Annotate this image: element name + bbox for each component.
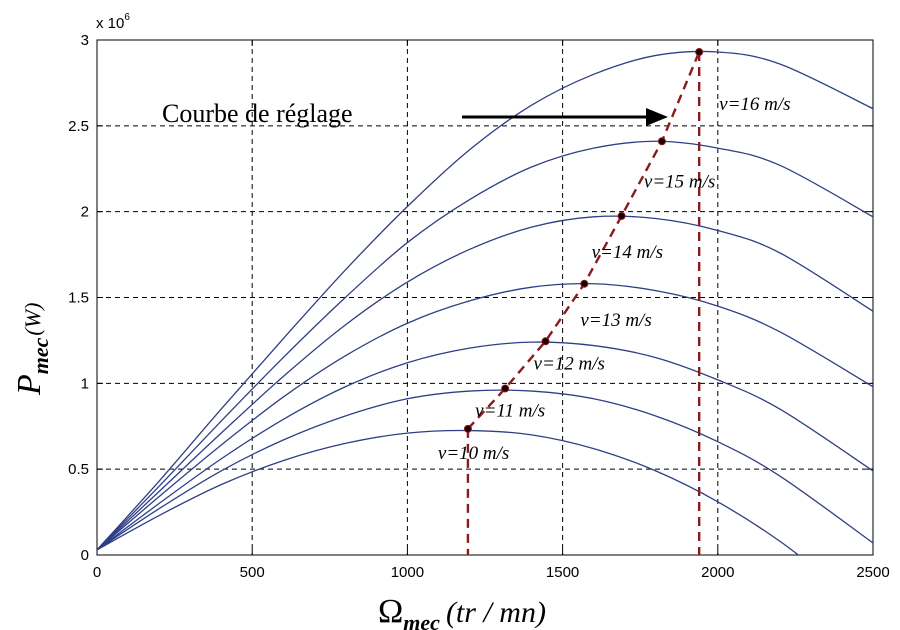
power-curve [97,215,873,551]
x-axis-label: Ωmec (tr / mn) [378,593,546,630]
optimal-point [695,48,704,57]
y-tick-label: 1.5 [68,290,89,307]
series-label: v=11 m/s [475,400,545,421]
y-multiplier-exp: 6 [124,12,130,23]
x-tick-label: 2500 [856,564,889,581]
grid-lines [96,39,874,556]
x-tick-label: 1500 [546,564,579,581]
series-label: v=16 m/s [719,94,790,115]
y-multiplier: x 106 [96,12,130,32]
optimal-point [580,279,589,288]
x-tick-label: 1000 [391,564,424,581]
power-curve [97,282,873,551]
y-tick-label: 3 [81,32,89,49]
annotation-label: Courbe de réglage [162,99,353,128]
x-tick-label: 2000 [701,564,734,581]
y-axis-label: Pmec(W) [11,303,53,396]
power-curve [97,389,873,551]
control-curve-group [463,48,704,555]
optimal-point [657,137,666,146]
series-label: v=13 m/s [580,310,651,331]
power-curve [97,50,873,551]
y-tick-label: 1 [81,375,89,392]
optimal-point [463,424,472,433]
power-curve [97,341,873,551]
y-tick-label: 2 [81,204,89,221]
power-curve [97,140,873,551]
series-label: v=14 m/s [592,242,663,263]
series-label: v=15 m/s [644,171,715,192]
y-tick-label: 2.5 [68,118,89,135]
x-tick-label: 500 [240,564,265,581]
series-label: v=10 m/s [438,443,509,464]
series-label: v=12 m/s [534,353,605,374]
optimal-point [541,337,550,346]
annotation-arrow-head [646,108,668,126]
tick-labels: 0 500 1000 1500 2000 2500 0 0.5 1 1.5 2 2.5 3 [68,32,890,581]
y-multiplier-base: x 10 [96,15,124,32]
x-tick-label: 0 [93,564,101,581]
series-labels: v=10 m/s v=11 m/s v=12 m/s v=13 m/s v=14 m/s… [438,94,791,464]
optimal-point [617,211,626,220]
y-tick-label: 0 [81,547,89,564]
optimal-point [501,384,510,393]
y-tick-label: 0.5 [68,461,89,478]
series-group [97,50,873,555]
